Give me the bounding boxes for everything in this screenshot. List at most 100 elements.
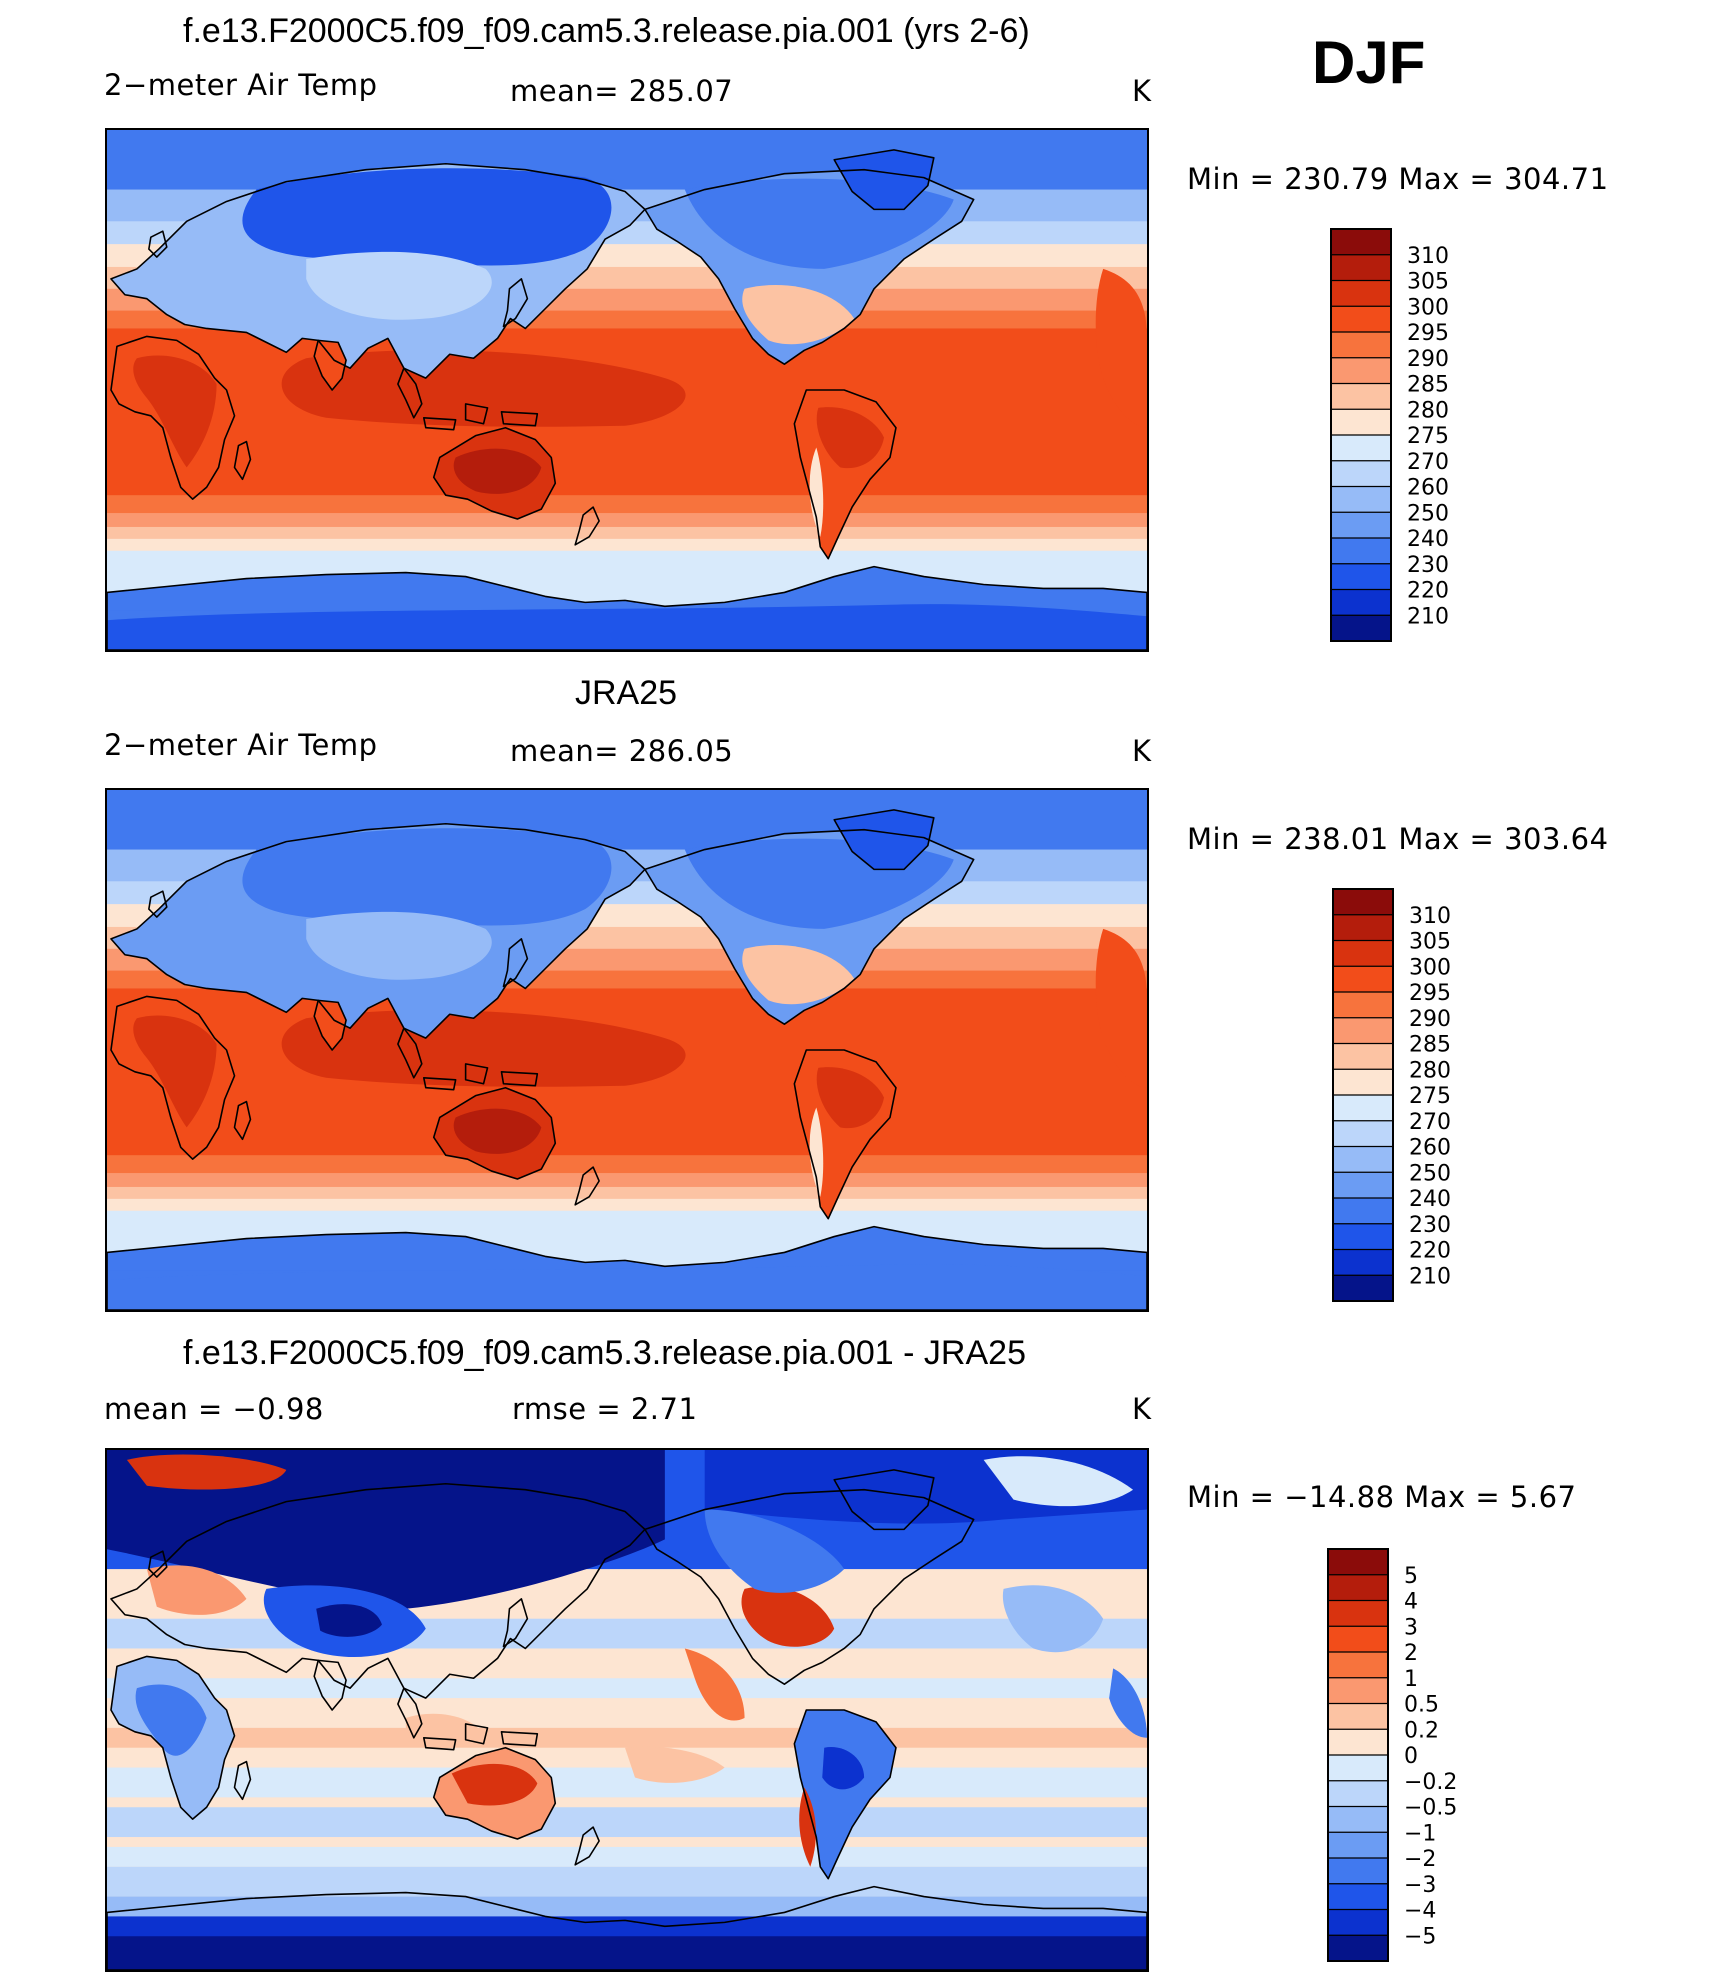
colorbar-tick-label: 275 [1409, 1084, 1451, 1109]
colorbar-swatch [1328, 1600, 1388, 1627]
colorbar-swatch [1331, 383, 1391, 410]
colorbar-swatch [1331, 615, 1391, 642]
map-jra25-temperature-field [107, 790, 1147, 1310]
colorbar-swatch [1328, 1832, 1388, 1859]
colorbar-swatch [1331, 280, 1391, 307]
colorbar-swatch [1333, 1249, 1393, 1276]
colorbar-swatch [1331, 254, 1391, 281]
colorbar-tick-label: 280 [1407, 398, 1449, 423]
colorbar-swatch [1333, 940, 1393, 967]
colorbar-swatch [1328, 1677, 1388, 1704]
colorbar-tick-label: 280 [1409, 1058, 1451, 1083]
panel-3-minmax-label: Min = −14.88 Max = 5.67 [1187, 1480, 1577, 1514]
colorbar-tick-label: 0.2 [1404, 1718, 1439, 1743]
map-panel-jra25 [105, 788, 1149, 1312]
colorbar-tick-label: 300 [1407, 295, 1449, 320]
panel-1-unit-label: K [1132, 74, 1152, 108]
map-panel-difference [105, 1448, 1149, 1972]
colorbar-tick-label: 250 [1407, 501, 1449, 526]
colorbar-tick-label: −4 [1404, 1899, 1436, 1924]
colorbar-swatch [1328, 1858, 1388, 1885]
map-difference-field [107, 1450, 1147, 1970]
colorbar-swatch [1333, 1198, 1393, 1225]
panel-2-minmax-label: Min = 238.01 Max = 303.64 [1187, 822, 1609, 856]
colorbar-tick-label: −1 [1404, 1821, 1436, 1846]
panel-1-variable-label: 2−meter Air Temp [104, 68, 378, 102]
panel-2-variable-label: 2−meter Air Temp [104, 728, 378, 762]
panel-2-mean-label: mean= 286.05 [510, 734, 734, 768]
colorbar-tick-label: 260 [1407, 476, 1449, 501]
colorbar-swatch [1328, 1755, 1388, 1782]
colorbar-swatch [1333, 1146, 1393, 1173]
colorbar-tick-label: 310 [1409, 904, 1451, 929]
colorbar-tick-label: −3 [1404, 1873, 1436, 1898]
panel-3-unit-label: K [1132, 1392, 1152, 1426]
colorbar-tick-label: 260 [1409, 1136, 1451, 1161]
colorbar-swatch [1331, 538, 1391, 565]
colorbar-tick-label: 0.5 [1404, 1693, 1439, 1718]
colorbar-swatch [1333, 914, 1393, 941]
panel-3-title: f.e13.F2000C5.f09_f09.cam5.3.release.pia… [183, 1334, 1026, 1372]
colorbar-swatch [1333, 1069, 1393, 1096]
colorbar-tick-label: 290 [1409, 1007, 1451, 1032]
colorbar-swatch [1331, 306, 1391, 333]
colorbar-tick-label: 285 [1409, 1033, 1451, 1058]
colorbar-tick-label: 275 [1407, 424, 1449, 449]
colorbar-swatch [1331, 435, 1391, 462]
colorbar-tick-label: 2 [1404, 1641, 1418, 1666]
colorbar-swatch [1331, 409, 1391, 436]
map-panel-model [105, 128, 1149, 652]
colorbar-jra25: 310 305 300 295 290 285 280 275 270 260 250 240 230 2… [1332, 888, 1503, 1310]
colorbar-tick-label: 210 [1409, 1264, 1451, 1289]
colorbar-tick-label: 230 [1409, 1213, 1451, 1238]
panel-1-minmax-label: Min = 230.79 Max = 304.71 [1187, 162, 1609, 196]
colorbar-tick-label: 240 [1409, 1187, 1451, 1212]
colorbar-swatch [1328, 1549, 1388, 1576]
panel-1-mean-label: mean= 285.07 [510, 74, 734, 108]
colorbar-swatch [1331, 460, 1391, 487]
colorbar-tick-label: 295 [1407, 321, 1449, 346]
colorbar-tick-label: 4 [1404, 1590, 1418, 1615]
colorbar-tick-label: −0.2 [1404, 1770, 1457, 1795]
panel-3-mean-label: mean = −0.98 [104, 1392, 324, 1426]
colorbar-swatch [1333, 1095, 1393, 1122]
colorbar-swatch [1328, 1883, 1388, 1910]
colorbar-tick-label: 270 [1407, 450, 1449, 475]
colorbar-swatch [1328, 1729, 1388, 1756]
colorbar-tick-label: 270 [1409, 1110, 1451, 1135]
colorbar-swatch [1331, 563, 1391, 590]
colorbar-tick-label: 220 [1407, 579, 1449, 604]
colorbar-tick-label: 305 [1409, 930, 1451, 955]
colorbar-swatch [1333, 889, 1393, 916]
colorbar-tick-label: 230 [1407, 553, 1449, 578]
colorbar-swatch [1331, 357, 1391, 384]
colorbar-tick-label: 310 [1407, 244, 1449, 269]
colorbar-tick-label: 240 [1407, 527, 1449, 552]
colorbar-tick-label: −2 [1404, 1847, 1436, 1872]
colorbar-swatch [1328, 1806, 1388, 1833]
colorbar-swatch [1331, 332, 1391, 359]
colorbar-swatch [1328, 1935, 1388, 1962]
colorbar-tick-label: 295 [1409, 981, 1451, 1006]
colorbar-swatch [1333, 1017, 1393, 1044]
colorbar-swatch [1328, 1652, 1388, 1679]
colorbar-tick-label: 3 [1404, 1615, 1418, 1640]
colorbar-swatch [1328, 1703, 1388, 1730]
colorbar-swatch [1331, 486, 1391, 513]
panel-1-title: f.e13.F2000C5.f09_f09.cam5.3.release.pia… [183, 12, 1030, 50]
colorbar-swatch [1328, 1780, 1388, 1807]
colorbar-tick-label: 305 [1407, 270, 1449, 295]
colorbar-tick-label: −0.5 [1404, 1796, 1457, 1821]
colorbar-tick-label: 0 [1404, 1744, 1418, 1769]
colorbar-swatch [1333, 992, 1393, 1019]
colorbar-swatch [1333, 1120, 1393, 1147]
colorbar-swatch [1331, 229, 1391, 256]
colorbar-swatch [1328, 1626, 1388, 1653]
colorbar-swatch [1331, 512, 1391, 539]
colorbar-model: 310 305 300 295 290 285 280 275 270 260 250 240 230 2… [1330, 228, 1501, 650]
colorbar-tick-label: 250 [1409, 1161, 1451, 1186]
colorbar-swatch [1328, 1909, 1388, 1936]
colorbar-swatch [1333, 966, 1393, 993]
colorbar-tick-label: 1 [1404, 1667, 1418, 1692]
season-label: DJF [1312, 29, 1426, 96]
